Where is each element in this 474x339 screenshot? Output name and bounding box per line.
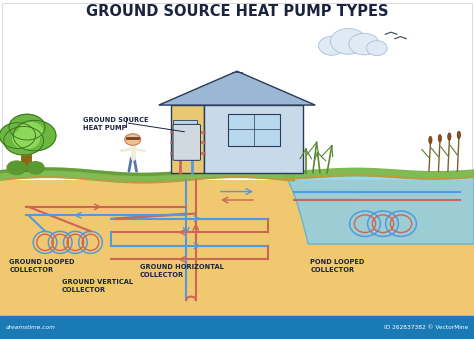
Circle shape [4, 126, 44, 155]
Bar [0, 316, 474, 339]
Ellipse shape [457, 131, 460, 139]
Circle shape [349, 33, 379, 55]
Polygon shape [284, 175, 474, 244]
Text: GROUND VERTICAL
COLLECTOR: GROUND VERTICAL COLLECTOR [62, 279, 133, 294]
Polygon shape [159, 71, 315, 105]
Circle shape [7, 161, 26, 175]
Ellipse shape [428, 136, 432, 144]
Circle shape [366, 41, 387, 56]
Text: POND LOOPED
COLLECTOR: POND LOOPED COLLECTOR [310, 259, 365, 273]
Circle shape [9, 114, 45, 140]
Bar [171, 105, 204, 173]
Text: dreamstime.com: dreamstime.com [6, 325, 55, 330]
Circle shape [19, 123, 43, 140]
Circle shape [13, 129, 39, 148]
Ellipse shape [447, 133, 451, 140]
Circle shape [0, 123, 36, 148]
Bar [21, 153, 31, 171]
Text: ID 262837382 © VectorMine: ID 262837382 © VectorMine [384, 325, 468, 330]
Bar [0, 180, 474, 316]
Bar [284, 180, 474, 316]
Bar [173, 120, 197, 139]
Bar [228, 114, 280, 146]
Text: GROUND SOURCE
HEAT PUMP: GROUND SOURCE HEAT PUMP [83, 117, 148, 131]
Text: GROUND LOOPED
COLLECTOR: GROUND LOOPED COLLECTOR [9, 259, 75, 273]
Circle shape [13, 120, 56, 151]
Circle shape [125, 134, 141, 145]
Ellipse shape [438, 135, 441, 142]
Circle shape [319, 36, 345, 55]
FancyBboxPatch shape [173, 124, 201, 160]
Text: GROUND SOURCE HEAT PUMP TYPES: GROUND SOURCE HEAT PUMP TYPES [86, 4, 388, 19]
Circle shape [27, 162, 44, 174]
Text: GROUND HORIZONTAL
COLLECTOR: GROUND HORIZONTAL COLLECTOR [140, 264, 224, 278]
Bar [204, 105, 303, 173]
Circle shape [330, 28, 366, 54]
